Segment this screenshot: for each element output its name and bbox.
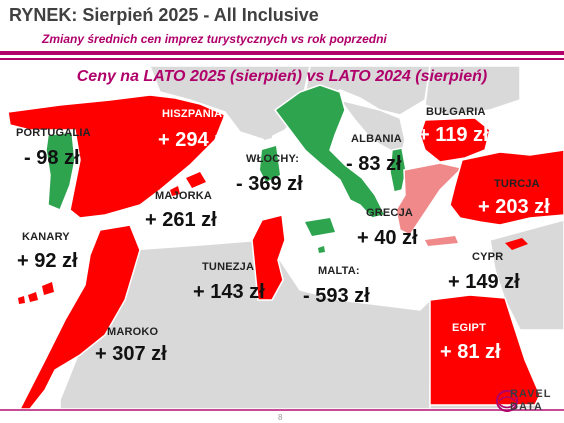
- country-turkey: [449, 149, 564, 226]
- label-morocco: MAROKO: [107, 326, 159, 338]
- label-greece: GRECJA: [366, 207, 414, 219]
- label-majorca: MAJORKA: [155, 190, 213, 202]
- value-egypt: + 81 zł: [440, 341, 501, 363]
- label-cyprus: CYPR: [472, 251, 504, 263]
- label-turkey: TURCJA: [494, 178, 540, 190]
- header-rule-bottom: [0, 58, 564, 60]
- page-number: 8: [278, 413, 283, 422]
- island-malta: [318, 246, 325, 253]
- label-albania: ALBANIA: [351, 133, 402, 145]
- value-morocco: + 307 zł: [95, 343, 167, 365]
- country-morocco: [19, 224, 141, 409]
- value-bulgaria: + 119 zł: [418, 124, 489, 146]
- value-italy: - 369 zł: [236, 173, 303, 195]
- value-canary: + 92 zł: [17, 250, 78, 272]
- land-romania: [424, 66, 521, 116]
- island-crete: [425, 236, 458, 246]
- logo-text-line2: DATA: [510, 401, 543, 413]
- label-spain: HISZPANIA:: [162, 108, 227, 120]
- land-levant: [489, 219, 564, 331]
- map-title: Ceny na LATO 2025 (sierpień) vs LATO 202…: [76, 68, 488, 85]
- map-panel: [0, 66, 564, 409]
- value-tunisia: + 143 zł: [193, 281, 265, 303]
- header-title: RYNEK: Sierpień 2025 - All Inclusive: [9, 5, 319, 25]
- island-canary-2: [42, 282, 54, 295]
- label-bulgaria: BUŁGARIA: [426, 106, 486, 118]
- value-portugal: - 98 zł: [24, 147, 80, 169]
- travel-data-logo: RAVEL DATA: [496, 388, 558, 418]
- country-cyprus: [505, 238, 528, 250]
- value-malta: - 593 zł: [303, 285, 370, 307]
- island-sicily: [305, 218, 335, 236]
- globe-icon: [496, 390, 518, 412]
- country-tunisia: [251, 214, 286, 301]
- value-albania: - 83 zł: [346, 153, 402, 175]
- value-spain: + 294 zł: [158, 129, 230, 151]
- header-rule-top: [0, 51, 564, 55]
- label-egypt: EGIPT: [452, 322, 487, 334]
- country-albania: [389, 147, 407, 193]
- country-spain: [7, 94, 226, 219]
- island-corsica: [262, 118, 272, 140]
- country-egypt: [429, 294, 541, 406]
- header-subtitle: Zmiany średnich cen imprez turystycznych…: [42, 32, 387, 46]
- country-portugal: [45, 131, 76, 211]
- label-italy: WŁOCHY:: [246, 153, 300, 165]
- island-majorca: [186, 172, 206, 188]
- label-tunisia: TUNEZJA: [202, 261, 255, 273]
- value-turkey: + 203 zł: [478, 196, 550, 218]
- label-portugal: PORTUGALIA: [16, 127, 91, 139]
- label-malta: MALTA:: [318, 265, 360, 277]
- country-bulgaria: [419, 117, 491, 163]
- logo-text-line1: RAVEL: [510, 388, 552, 400]
- footer-rule: [0, 409, 564, 411]
- value-cyprus: + 149 zł: [448, 271, 520, 293]
- label-canary: KANARY: [22, 231, 70, 243]
- island-canary-3: [18, 296, 25, 304]
- island-ibiza: [170, 186, 180, 196]
- country-italy: [273, 84, 387, 219]
- island-sardinia: [260, 146, 280, 182]
- country-greece: [395, 162, 464, 236]
- mediterranean-map: [7, 66, 564, 409]
- value-greece: + 40 zł: [357, 227, 418, 249]
- island-canary-1: [28, 292, 38, 302]
- value-majorca: + 261 zł: [145, 209, 217, 231]
